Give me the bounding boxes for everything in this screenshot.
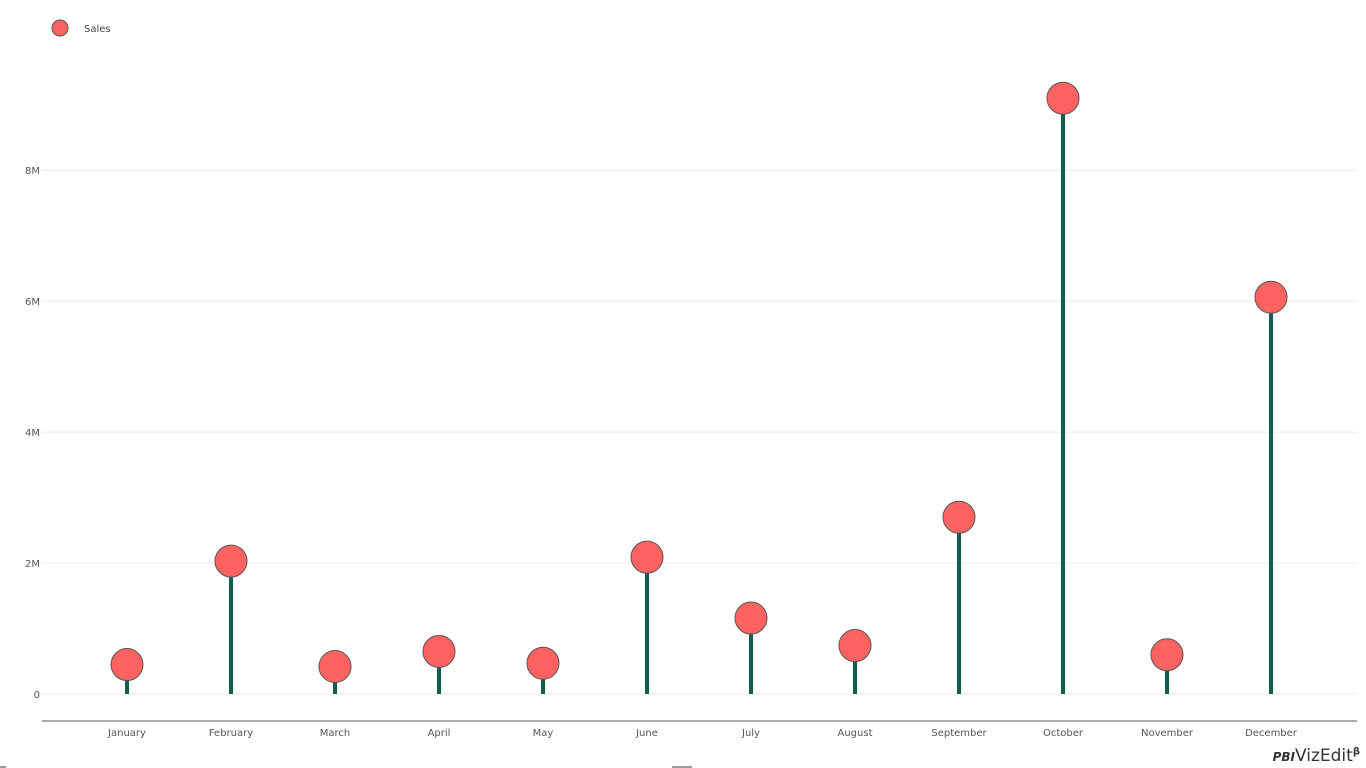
marker-may[interactable]	[526, 646, 560, 680]
marker-october[interactable]	[1046, 81, 1080, 115]
legend-swatch-sales[interactable]	[51, 19, 69, 37]
brand-name: VizEdit	[1295, 746, 1353, 766]
y-tick-label: 0	[34, 690, 40, 701]
x-tick-label-january: January	[107, 728, 146, 739]
pbivizedit-logo: PBIVizEditβ	[1273, 746, 1360, 766]
gridlines	[42, 169, 1357, 695]
marker-january[interactable]	[110, 648, 144, 682]
x-tick-label-november: November	[1141, 728, 1194, 739]
x-tick-label-september: September	[931, 728, 987, 739]
x-tick-label-february: February	[209, 728, 253, 739]
marker-march[interactable]	[318, 650, 352, 684]
brand-suffix: β	[1352, 746, 1360, 758]
marker-november[interactable]	[1150, 638, 1184, 672]
brand-prefix: PBI	[1272, 750, 1295, 764]
lollipop-stems	[125, 98, 1273, 694]
bottom-scroll-mark	[672, 766, 692, 768]
marker-december[interactable]	[1254, 280, 1288, 314]
lollipop-markers	[110, 81, 1288, 684]
y-axis-ticks: 0 2M 4M 6M 8M	[25, 166, 40, 701]
marker-september[interactable]	[942, 500, 976, 534]
legend[interactable]: Sales	[51, 19, 111, 37]
marker-february[interactable]	[214, 544, 248, 578]
x-tick-label-december: December	[1245, 728, 1298, 739]
y-tick-label: 2M	[25, 559, 40, 570]
marker-august[interactable]	[838, 629, 872, 663]
x-tick-label-may: May	[533, 728, 554, 739]
marker-july[interactable]	[734, 601, 768, 635]
x-tick-label-october: October	[1043, 728, 1084, 739]
x-tick-label-june: June	[635, 728, 658, 739]
x-axis-ticks: January February March April May June July Augu…	[107, 728, 1298, 739]
y-tick-label: 8M	[25, 166, 40, 177]
x-tick-label-march: March	[320, 728, 350, 739]
marker-june[interactable]	[630, 540, 664, 574]
x-tick-label-july: July	[741, 728, 760, 739]
legend-label-sales[interactable]: Sales	[84, 24, 111, 35]
y-tick-label: 6M	[25, 297, 40, 308]
left-edge-mark	[0, 766, 6, 768]
x-tick-label-april: April	[428, 728, 451, 739]
marker-april[interactable]	[422, 634, 456, 668]
y-tick-label: 4M	[25, 428, 40, 439]
x-tick-label-august: August	[838, 728, 873, 739]
